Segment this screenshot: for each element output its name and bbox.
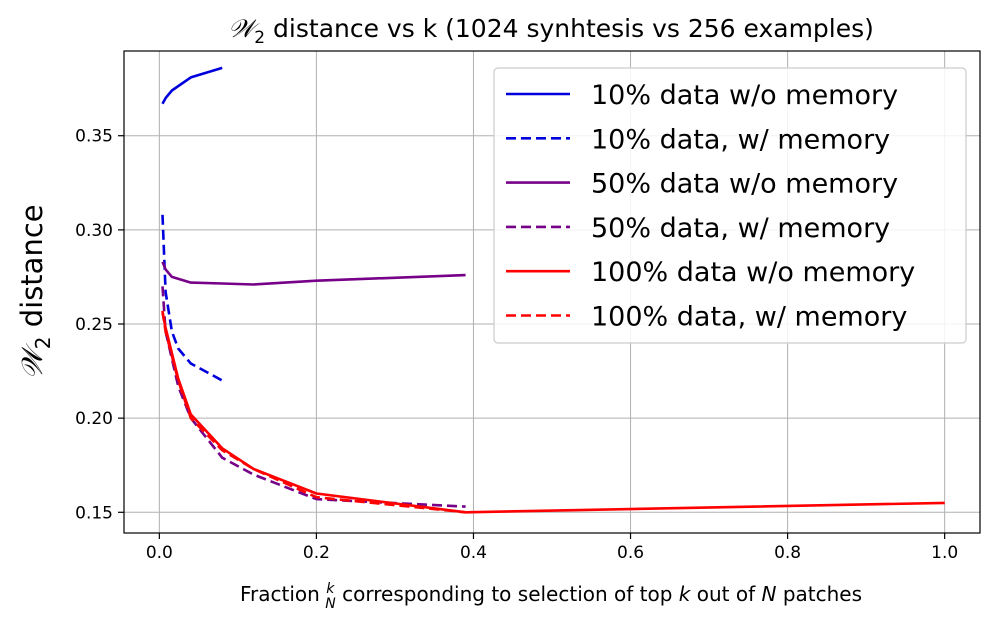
series-layer (161, 66, 945, 514)
x-tick-label: 0.0 (146, 543, 173, 563)
x-tick-label: 0.8 (774, 543, 801, 563)
chart-title: 𝒲2 distance vs k (1024 synhtesis vs 256 … (228, 14, 874, 48)
series-line-1 (161, 66, 223, 105)
legend-label-2: 10% data, w/ memory (591, 124, 890, 155)
xlabel-frac-num: k (326, 581, 335, 597)
legend: 10% data w/o memory 10% data, w/ memory 50… (493, 67, 967, 344)
x-tick-label: 0.2 (303, 543, 330, 563)
plot-frame (123, 50, 981, 534)
x-tick-label: 1.0 (931, 543, 958, 563)
legend-label-1: 10% data w/o memory (591, 80, 898, 111)
legend-label-6: 100% data, w/ memory (591, 302, 907, 333)
legend-label-4: 50% data, w/ memory (591, 213, 890, 244)
y-tick-label: 0.35 (75, 127, 113, 147)
series-line-6 (161, 310, 466, 514)
ticks: 0.0 0.2 0.4 0.6 0.8 1.0 0.15 0.20 0.25 0.30 0.35 (75, 127, 958, 563)
legend-label-5: 100% data w/o memory (591, 257, 915, 288)
legend-label-3: 50% data w/o memory (591, 169, 898, 200)
y-tick-label: 0.15 (75, 503, 113, 523)
series-line-2 (161, 214, 223, 382)
x-tick-label: 0.6 (617, 543, 644, 563)
y-tick-label: 0.30 (75, 221, 113, 241)
y-tick-label: 0.25 (75, 315, 113, 335)
series-line-4 (161, 286, 466, 508)
legend-box (493, 67, 967, 344)
x-tick-label: 0.4 (460, 543, 487, 563)
series-line-3 (161, 261, 466, 286)
y-tick-label: 0.20 (75, 409, 113, 429)
xlabel-frac-den: N (325, 596, 336, 612)
y-axis-label: 𝒲2 distance (15, 204, 55, 379)
